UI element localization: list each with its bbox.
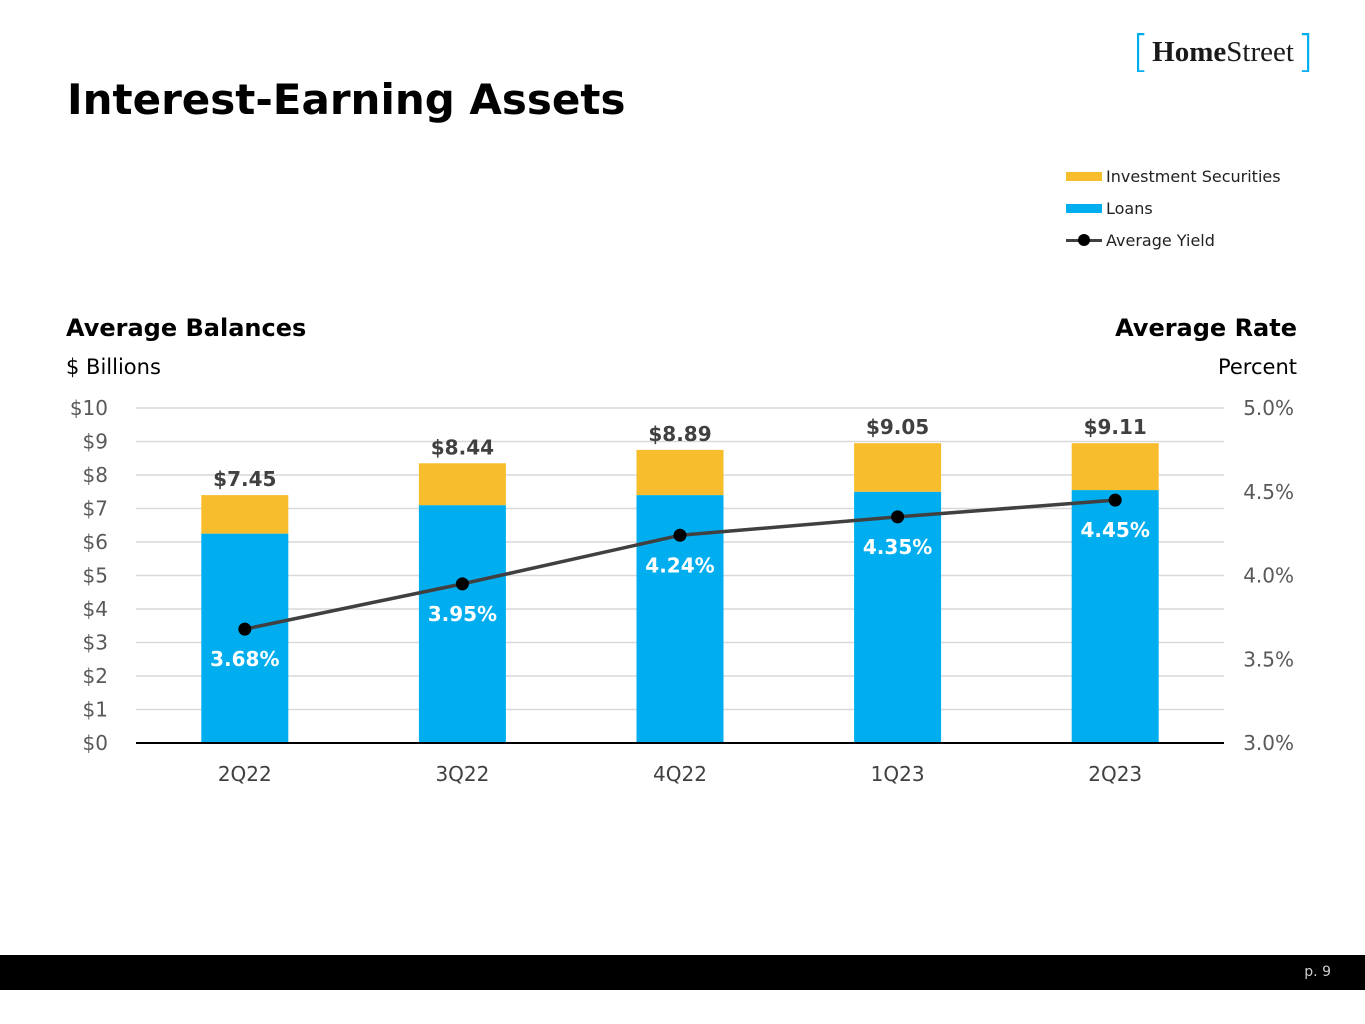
legend-swatch-investment-securities [1066, 171, 1102, 181]
interest-earning-assets-chart: $0 $1 $2 $3 $4 $5 $6 $7 $8 $9 $10 3.0% 3.5% 4.0% 4.5% 5… [70, 396, 1294, 786]
average-yield-label: 4.45% [1081, 518, 1150, 542]
left-tick-label: $6 [83, 530, 108, 554]
bar-investment-securities [636, 449, 724, 496]
legend-label: Investment Securities [1106, 166, 1281, 186]
left-tick-label: $8 [83, 463, 108, 487]
left-tick-label: $9 [83, 430, 108, 454]
legend-swatch-average-yield [1066, 232, 1102, 248]
bar-loans [854, 491, 942, 743]
left-axis-title: Average Balances [66, 314, 307, 342]
legend-item-average-yield: Average Yield [1066, 224, 1281, 256]
bar-investment-securities [854, 443, 942, 492]
left-tick-label: $0 [83, 731, 108, 755]
bar-investment-securities [201, 495, 289, 534]
average-yield-label: 3.68% [210, 647, 279, 671]
left-tick-label: $10 [70, 396, 108, 420]
x-tick-label: 3Q22 [435, 762, 489, 786]
right-tick-label: 3.0% [1243, 731, 1294, 755]
average-yield-label: 3.95% [428, 602, 497, 626]
average-yield-point [455, 577, 469, 591]
bar-loans [201, 533, 289, 743]
right-tick-label: 3.5% [1243, 647, 1294, 671]
logo-bracket-right: ] [1296, 26, 1315, 77]
average-yield-point [891, 510, 905, 524]
left-tick-label: $5 [83, 564, 108, 588]
right-axis-subtitle: Percent [1217, 355, 1297, 379]
bar-investment-securities [418, 463, 506, 506]
average-yield-label: 4.24% [645, 553, 714, 577]
x-tick-label: 4Q22 [653, 762, 707, 786]
left-tick-label: $2 [83, 664, 108, 688]
legend-item-loans: Loans [1066, 192, 1281, 224]
logo-regular-text: Street [1226, 35, 1294, 68]
legend-swatch-loans [1066, 203, 1102, 213]
x-tick-label: 2Q23 [1088, 762, 1142, 786]
left-tick-label: $3 [83, 631, 108, 655]
bar-investment-securities [1071, 443, 1159, 491]
bar-total-label: $7.45 [213, 467, 276, 491]
bar-total-label: $8.44 [431, 435, 494, 459]
average-yield-point [1108, 493, 1122, 507]
page-title: Interest-Earning Assets [67, 75, 626, 124]
average-yield-point [673, 528, 687, 542]
average-yield-point [238, 622, 252, 636]
x-tick-label: 2Q22 [218, 762, 272, 786]
logo-bold-text: Home [1152, 35, 1227, 68]
left-axis-subtitle: $ Billions [66, 355, 161, 379]
x-tick-label: 1Q23 [871, 762, 925, 786]
average-yield-label: 4.35% [863, 535, 932, 559]
left-tick-label: $7 [83, 497, 108, 521]
bar-total-label: $8.89 [648, 422, 711, 446]
logo-bracket-left: [ [1132, 26, 1150, 77]
left-tick-label: $4 [83, 597, 108, 621]
bar-loans [418, 505, 506, 743]
right-axis-title: Average Rate [1115, 314, 1297, 342]
page-number: p. 9 [1304, 964, 1331, 980]
right-tick-label: 5.0% [1243, 396, 1294, 420]
legend-label: Loans [1106, 198, 1153, 218]
legend-label: Average Yield [1106, 230, 1215, 250]
footer-bar: p. 9 [0, 955, 1365, 990]
left-tick-label: $1 [83, 698, 108, 722]
right-tick-label: 4.0% [1243, 564, 1294, 588]
chart-legend: Investment Securities Loans Average Yiel… [1066, 160, 1281, 256]
bar-loans [1071, 490, 1159, 743]
bar-total-label: $9.11 [1084, 415, 1147, 439]
logo-wordmark: HomeStreet [1149, 36, 1297, 69]
homestreet-logo: [ HomeStreet ] [1132, 26, 1315, 77]
legend-item-investment-securities: Investment Securities [1066, 160, 1281, 192]
bar-total-label: $9.05 [866, 415, 929, 439]
right-tick-label: 4.5% [1243, 480, 1294, 504]
